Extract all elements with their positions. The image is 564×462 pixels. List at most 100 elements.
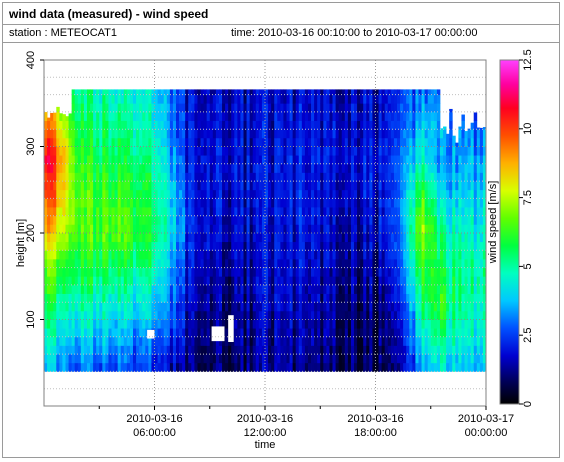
heatmap-cell <box>265 328 269 338</box>
heatmap-cell <box>427 120 432 130</box>
heatmap-cell <box>335 258 340 268</box>
heatmap-cell <box>65 129 69 139</box>
heatmap-cell <box>249 181 254 191</box>
heatmap-cell <box>93 336 97 346</box>
heatmap-cell <box>464 354 468 364</box>
heatmap-cell <box>378 111 383 121</box>
heatmap-cell <box>206 267 211 277</box>
heatmap-cell <box>406 319 410 329</box>
heatmap-cell <box>268 258 272 268</box>
heatmap-cell <box>59 258 63 268</box>
heatmap-cell <box>329 233 333 243</box>
heatmap-cell <box>421 310 426 320</box>
heatmap-cell <box>430 250 435 260</box>
heatmap-cell <box>384 215 389 225</box>
heatmap-cell <box>378 293 383 303</box>
heatmap-cell <box>86 94 91 104</box>
heatmap-cell <box>218 354 223 364</box>
heatmap-cell <box>271 258 275 268</box>
heatmap-cell <box>467 172 472 182</box>
heatmap-cell <box>163 129 168 139</box>
heatmap-cell <box>467 336 472 346</box>
heatmap-cell <box>228 224 232 234</box>
heatmap-cell <box>369 319 373 329</box>
heatmap-cell <box>166 129 171 139</box>
heatmap-cell <box>409 345 413 355</box>
heatmap-cell <box>237 258 241 268</box>
heatmap-cell <box>350 120 355 130</box>
heatmap-cell <box>228 163 232 173</box>
heatmap-cell <box>280 224 284 234</box>
heatmap-cell <box>366 241 370 251</box>
heatmap-cell <box>470 241 475 251</box>
heatmap-cell <box>151 198 155 208</box>
heatmap-cell <box>418 215 422 225</box>
heatmap-cell <box>114 198 119 208</box>
heatmap-cell <box>111 241 115 251</box>
heatmap-cell <box>409 181 413 191</box>
heatmap-cell <box>169 336 174 346</box>
heatmap-cell <box>154 111 158 121</box>
heatmap-cell <box>145 362 149 372</box>
heatmap-cell <box>400 103 404 113</box>
heatmap-cell <box>160 120 165 130</box>
heatmap-cell <box>283 276 287 286</box>
heatmap-cell <box>160 146 165 156</box>
heatmap-cell <box>409 172 413 182</box>
heatmap-cell <box>350 258 355 268</box>
heatmap-cell <box>289 241 294 251</box>
heatmap-cell <box>314 336 318 346</box>
heatmap-cell <box>446 319 450 329</box>
heatmap-cell <box>56 328 60 338</box>
heatmap-cell <box>265 189 269 199</box>
heatmap-cell <box>268 103 272 113</box>
heatmap-cell <box>280 276 284 286</box>
heatmap-cell <box>433 345 438 355</box>
heatmap-cell <box>360 89 364 95</box>
heatmap-cell <box>243 284 247 294</box>
heatmap-cell <box>194 267 198 277</box>
heatmap-cell <box>102 94 106 104</box>
heatmap-cell <box>335 181 340 191</box>
heatmap-cell <box>479 328 484 338</box>
heatmap-cell <box>409 120 413 130</box>
heatmap-cell <box>295 137 300 147</box>
heatmap-cell <box>390 89 395 95</box>
heatmap-cell <box>129 336 134 346</box>
heatmap-cell <box>203 302 208 312</box>
heatmap-cell <box>228 293 232 303</box>
heatmap-cell <box>157 207 162 217</box>
heatmap-cell <box>249 207 254 217</box>
heatmap-cell <box>117 284 122 294</box>
heatmap-cell <box>93 267 97 277</box>
heatmap-cell <box>418 233 422 243</box>
heatmap-cell <box>225 233 229 243</box>
heatmap-cell <box>390 215 395 225</box>
heatmap-cell <box>151 302 155 312</box>
heatmap-cell <box>175 233 180 243</box>
heatmap-cell <box>126 172 131 182</box>
heatmap-cell <box>298 198 303 208</box>
heatmap-cell <box>99 276 103 286</box>
heatmap-cell <box>231 276 235 286</box>
heatmap-cell <box>136 276 140 286</box>
heatmap-cell <box>209 258 214 268</box>
heatmap-cell <box>430 129 435 139</box>
heatmap-cell <box>326 267 330 277</box>
heatmap-cell <box>225 172 229 182</box>
heatmap-cell <box>231 120 235 130</box>
heatmap-cell <box>86 284 91 294</box>
heatmap-cell <box>418 129 422 139</box>
heatmap-cell <box>335 224 340 234</box>
heatmap-cell <box>145 319 149 329</box>
heatmap-cell <box>83 94 88 104</box>
heatmap-cell <box>215 267 220 277</box>
heatmap-cell <box>307 233 312 243</box>
heatmap-cell <box>357 276 361 286</box>
heatmap-cell <box>222 293 226 303</box>
heatmap-cell <box>123 215 128 225</box>
heatmap-cell <box>409 241 413 251</box>
heatmap-cell <box>274 310 278 320</box>
heatmap-cell <box>59 319 63 329</box>
heatmap-cell <box>108 241 112 251</box>
